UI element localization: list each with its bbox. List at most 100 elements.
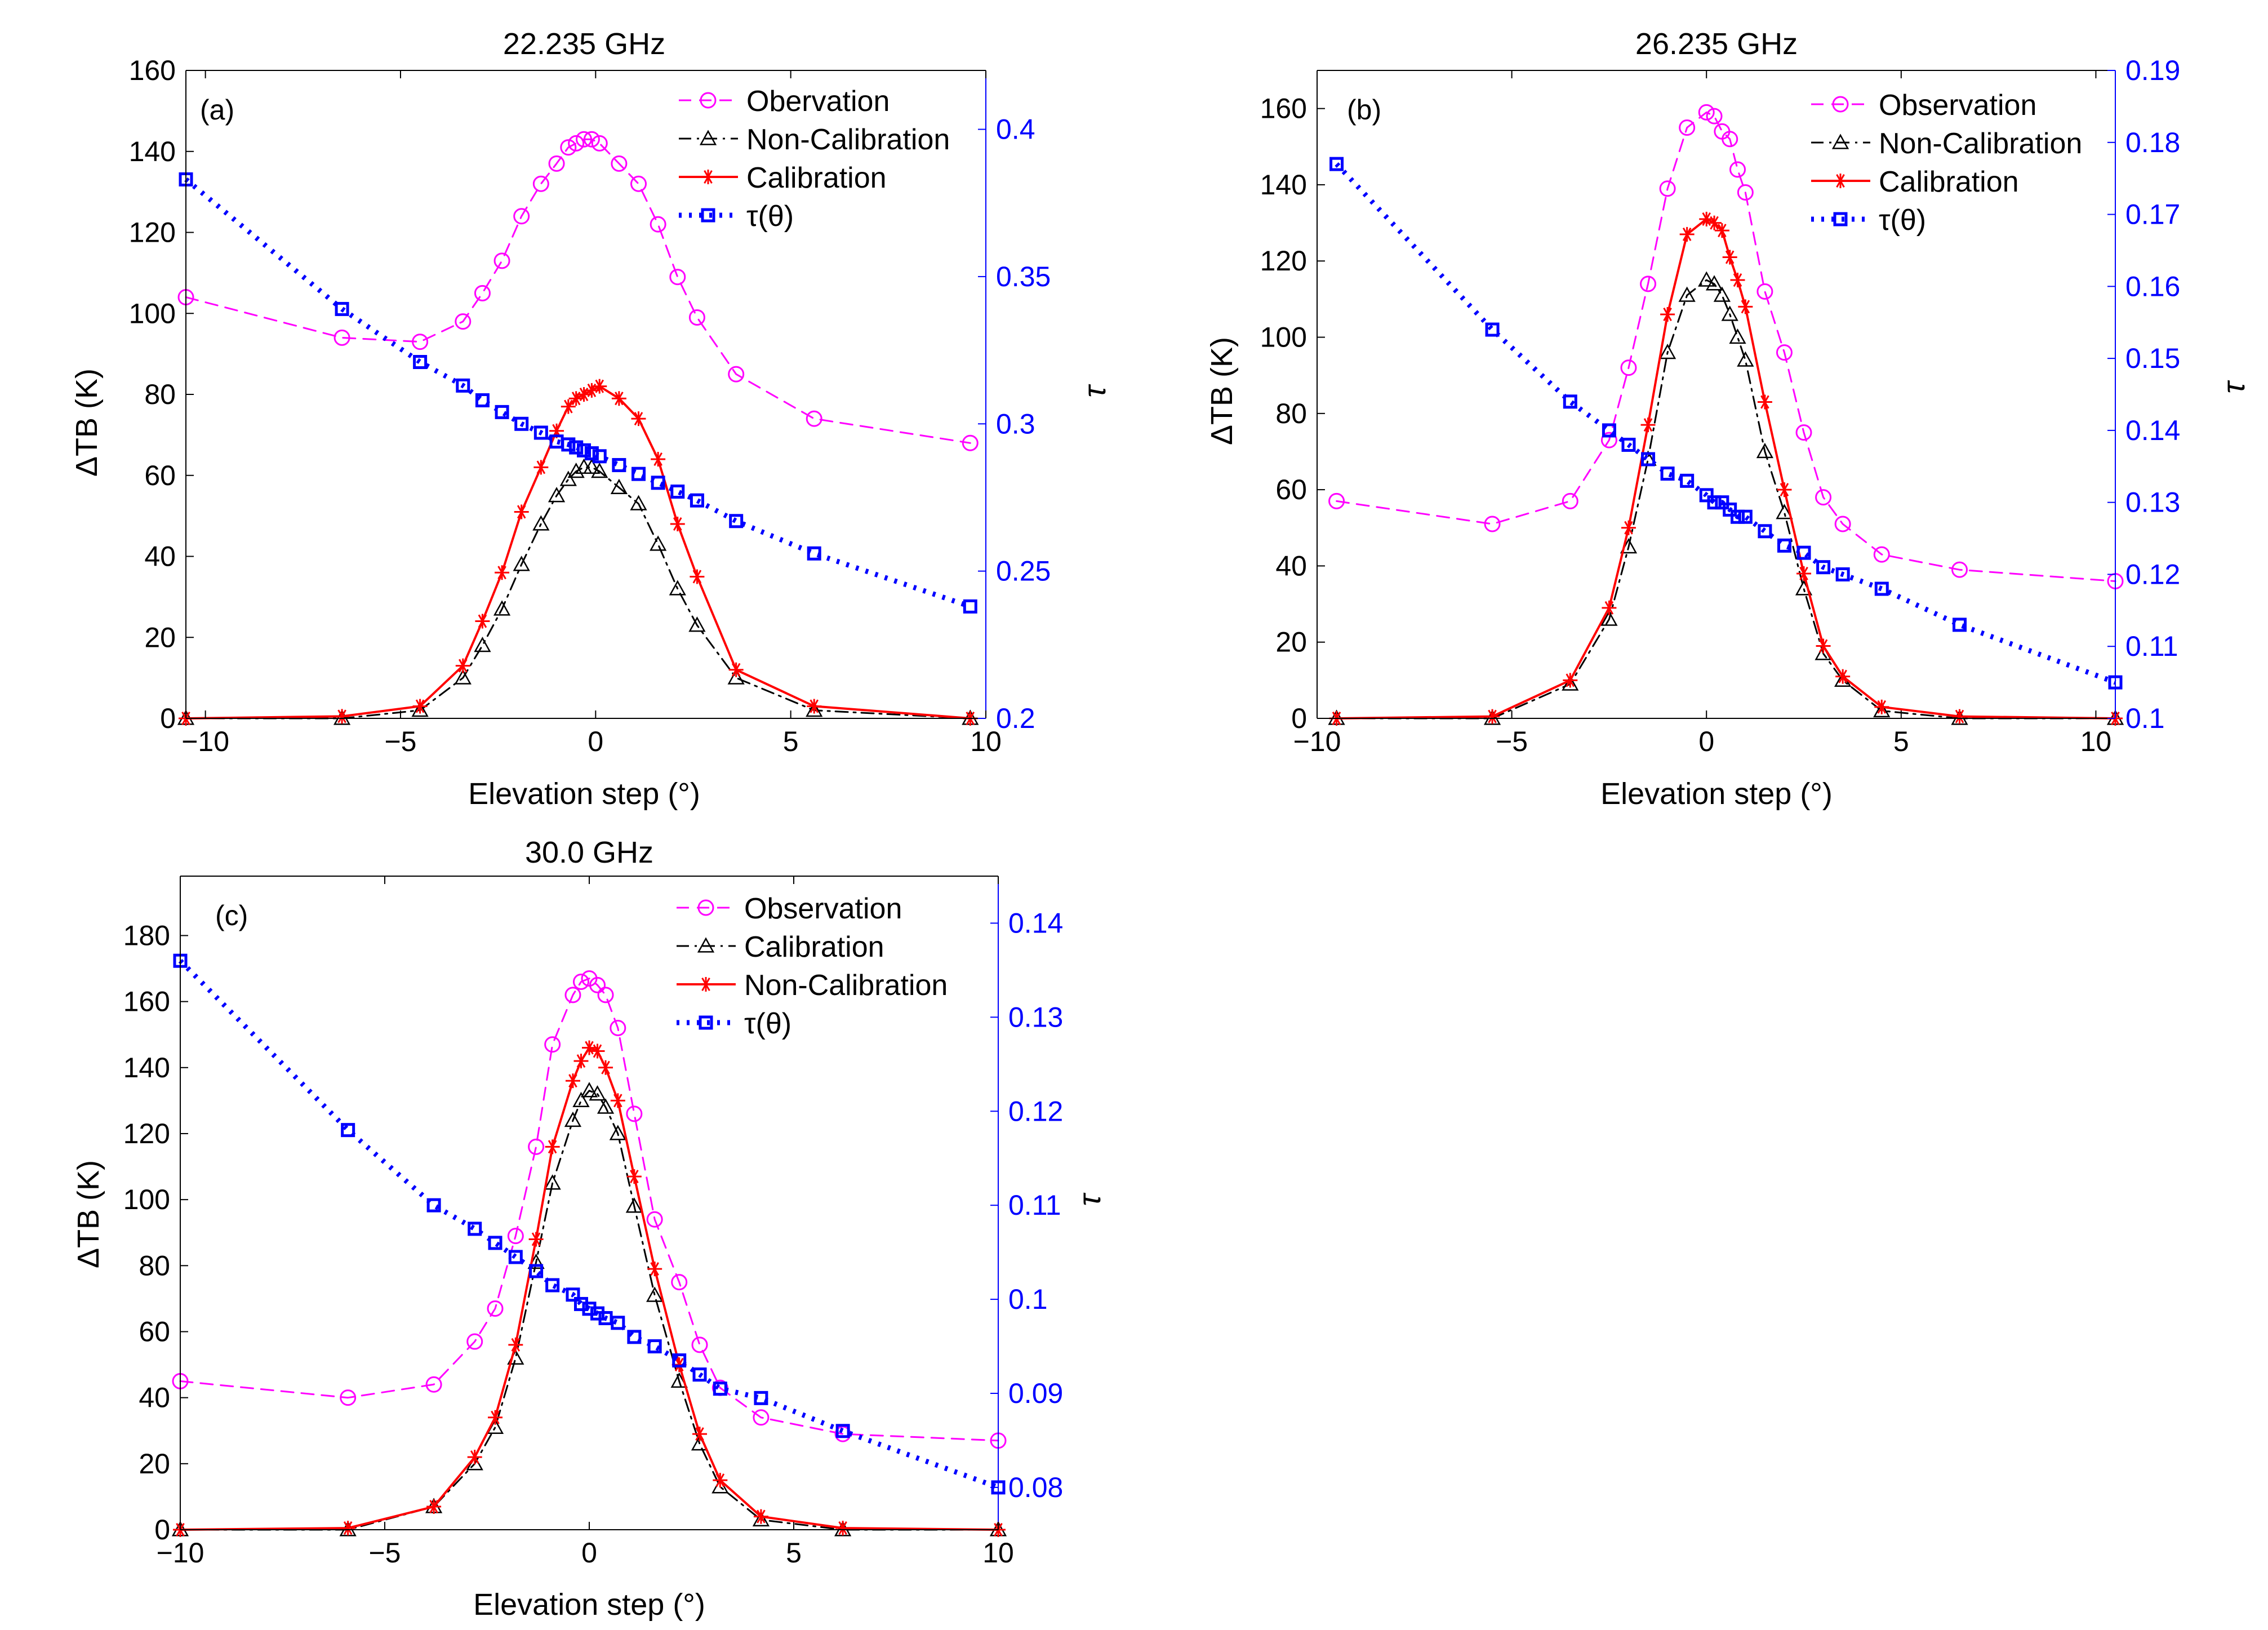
chart-a-point-observation: [412, 334, 429, 350]
chart-c-series-line-tau: [178, 959, 999, 1490]
chart-c-point-calibration: [753, 1509, 768, 1524]
chart-a-axes: [185, 70, 986, 719]
chart-c-xlabel: Elevation step (°): [473, 1588, 705, 1622]
chart-c-point-tau: [611, 1316, 625, 1330]
chart-b-y2-tick-label: 0.15: [2125, 343, 2180, 374]
chart-a-point-tau: [670, 485, 685, 499]
chart-c-point-observation: [691, 1336, 708, 1353]
chart-b-point-calibration: [1640, 418, 1656, 433]
chart-b-point-non_calibration: [1737, 351, 1754, 367]
chart-b-point-tau: [1641, 452, 1656, 467]
chart-a-point-calibration: [651, 452, 666, 467]
chart-panel-b: −10 −5 0 5 100204060801001201401600.10.110.1…: [1205, 27, 2251, 811]
chart-b-y-tick-label: 0: [1291, 703, 1307, 734]
chart-c-point-calibration: [340, 1521, 355, 1536]
chart-c-point-tau: [529, 1264, 544, 1278]
chart-a-point-calibration: [475, 614, 490, 629]
chart-b-y2-tick-label: 0.12: [2125, 558, 2180, 590]
chart-a-point-non_calibration: [548, 487, 566, 503]
chart-c-y-tick-label: 40: [139, 1382, 170, 1414]
chart-c-point-tau: [692, 1367, 707, 1382]
chart-b-point-non_calibration: [1756, 442, 1774, 459]
chart-b-point-calibration: [1835, 669, 1851, 684]
chart-a-legend-label-non-calibration: Non-Calibration: [746, 123, 950, 156]
chart-a-legend-marker-observation: [700, 92, 717, 109]
chart-c-legend-label-observation: Observation: [744, 892, 902, 925]
chart-c-x-tick-label: 0: [581, 1537, 597, 1569]
chart-panel-c: −10 −5 0 5 100204060801001201401601800.080.0…: [72, 836, 1107, 1622]
chart-b-point-non_calibration: [1698, 271, 1715, 287]
chart-c-y-tick-label: 140: [123, 1052, 170, 1083]
chart-a-y2-tick-label: 0.2: [996, 703, 1035, 734]
chart-c-x-tick-label: 5: [786, 1537, 802, 1569]
chart-a-point-calibration: [455, 658, 470, 673]
chart-c-point-calibration: [508, 1337, 523, 1352]
chart-c-point-tau: [488, 1236, 502, 1250]
chart-a-y2-tick-label: 0.35: [996, 261, 1051, 292]
chart-b-point-calibration: [1874, 699, 1889, 714]
chart-a-x-tick-label: −10: [181, 726, 229, 757]
chart-a-point-non_calibration: [493, 600, 511, 616]
chart-a-point-calibration: [690, 569, 705, 584]
chart-b-point-observation: [1620, 359, 1637, 376]
chart-c-y2-tick-label: 0.09: [1008, 1378, 1063, 1409]
chart-c-y-tick-label: 160: [123, 986, 170, 1018]
chart-c-point-tau: [566, 1287, 580, 1302]
chart-a-y-tick-label: 60: [144, 460, 176, 491]
chart-c-point-calibration: [582, 1040, 597, 1055]
chart-b-point-observation: [1834, 516, 1851, 532]
chart-c-ylabel: ΔTB (K): [72, 1160, 105, 1268]
chart-c-point-tau: [426, 1198, 441, 1212]
chart-a-y-tick-label: 80: [144, 379, 176, 410]
chart-c-point-non_calibration: [646, 1286, 664, 1302]
chart-b-series: [1328, 104, 2124, 726]
chart-b-xlabel: Elevation step (°): [1600, 777, 1833, 811]
chart-b-y-tick-label: 140: [1260, 169, 1307, 201]
chart-c-point-non_calibration: [752, 1511, 770, 1527]
chart-b-y2-tick-label: 0.17: [2125, 199, 2180, 230]
chart-a-point-calibration: [549, 423, 564, 438]
chart-a-point-non_calibration: [513, 556, 530, 571]
chart-b-y-tick-label: 160: [1260, 93, 1307, 125]
chart-a-point-tau: [514, 416, 529, 431]
chart-c-point-non_calibration: [572, 1091, 590, 1108]
chart-c-point-non_calibration: [580, 1082, 598, 1098]
chart-b-point-observation: [1328, 492, 1345, 509]
chart-a-point-observation: [591, 135, 608, 152]
chart-b-point-observation: [1484, 516, 1501, 532]
chart-c-point-tau: [754, 1391, 768, 1405]
chart-b-point-calibration: [1757, 394, 1772, 410]
chart-a-point-non_calibration: [567, 462, 585, 478]
chart-b-y-tick-label: 60: [1275, 474, 1307, 505]
chart-b-y-tick-label: 120: [1260, 245, 1307, 277]
chart-b-point-observation: [1722, 131, 1738, 148]
chart-a-y-tick-label: 0: [160, 703, 176, 734]
chart-c-y2-tick-label: 0.1: [1008, 1283, 1048, 1315]
chart-b-series-line-observation: [1336, 111, 2116, 582]
chart-b-point-observation: [1729, 161, 1746, 178]
chart-b-point-tau: [1699, 488, 1714, 503]
chart-b-x-tick-label: 5: [1893, 726, 1909, 757]
chart-c-point-observation: [626, 1105, 643, 1122]
chart-c-x-tick-label: −5: [368, 1537, 401, 1569]
chart-a-point-observation: [650, 216, 666, 233]
chart-a-point-calibration: [670, 517, 685, 531]
chart-b-point-tau: [1953, 618, 1967, 632]
chart-a-point-calibration: [631, 411, 646, 427]
chart-b-point-calibration: [1699, 211, 1714, 226]
chart-a-point-observation: [560, 139, 577, 156]
chart-c-y-tick-label: 100: [123, 1184, 170, 1215]
chart-b-point-observation: [1756, 283, 1773, 300]
chart-c-panel-label: (c): [215, 900, 248, 931]
chart-b-point-non_calibration: [1713, 286, 1731, 302]
chart-a-point-non_calibration: [583, 458, 601, 474]
chart-b-point-observation: [1698, 104, 1715, 121]
chart-c-series-line-calibration: [179, 1046, 999, 1531]
chart-b-point-calibration: [1952, 709, 1967, 724]
chart-a-point-tau: [413, 355, 428, 369]
chart-b-y-tick-label: 40: [1275, 550, 1307, 581]
chart-a-point-non_calibration: [806, 701, 823, 717]
chart-b-legend-marker-calibration: [1833, 174, 1848, 188]
